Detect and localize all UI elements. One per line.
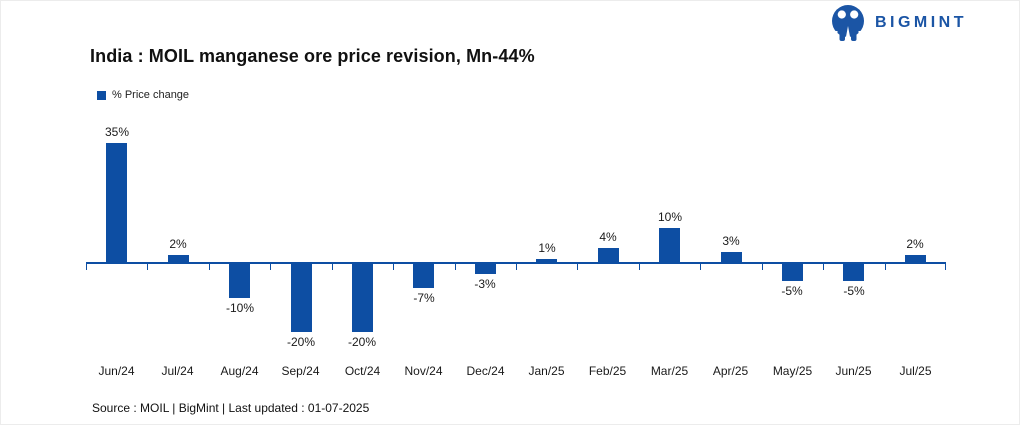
value-label-Mar/25: 10% (657, 210, 683, 224)
axis-tick (516, 264, 517, 270)
x-axis-label-Jan/25: Jan/25 (528, 364, 565, 378)
bigmint-logo-text: BIGMINT (874, 14, 967, 31)
bar-May/25 (782, 264, 803, 281)
x-axis-label-May/25: May/25 (772, 364, 813, 378)
value-label-Sep/24: -20% (286, 335, 315, 349)
x-axis-label-Jul/25: Jul/25 (899, 364, 932, 378)
axis-tick (823, 264, 824, 270)
bar-Jul/24 (168, 255, 189, 262)
value-label-Jun/24: 35% (104, 125, 130, 139)
value-label-Jul/24: 2% (169, 237, 187, 251)
legend-swatch-icon (97, 90, 106, 100)
axis-tick (885, 264, 886, 270)
x-axis-label-Oct/24: Oct/24 (344, 364, 381, 378)
bar-Aug/24 (229, 264, 250, 298)
x-axis-label-Dec/24: Dec/24 (466, 364, 505, 378)
bar-Feb/25 (598, 248, 619, 262)
bar-Mar/25 (659, 228, 680, 262)
x-axis-label-Nov/24: Nov/24 (404, 364, 443, 378)
value-label-Jul/25: 2% (906, 237, 924, 251)
x-axis-label-Jun/25: Jun/25 (835, 364, 872, 378)
bar-Nov/24 (413, 264, 434, 288)
chart-title: India : MOIL manganese ore price revisio… (90, 46, 535, 66)
source-note: Source : MOIL | BigMint | Last updated :… (92, 401, 370, 415)
axis-tick (270, 264, 271, 270)
bar-Jun/24 (106, 143, 127, 262)
axis-tick (86, 264, 87, 270)
bar-Apr/25 (721, 252, 742, 262)
bar-Dec/24 (475, 264, 496, 274)
legend-label: % Price change (112, 89, 190, 101)
x-axis-label-Sep/24: Sep/24 (281, 364, 320, 378)
x-axis-label-Aug/24: Aug/24 (220, 364, 259, 378)
bar-chart-plot-area: 35% Jun/24 2% Jul/24 -10% Aug/24 -20% Sep/24 -20… (86, 118, 946, 386)
value-label-Jan/25: 1% (538, 241, 556, 255)
axis-tick (577, 264, 578, 270)
value-label-Aug/24: -10% (225, 301, 254, 315)
x-axis-line (86, 262, 946, 264)
bar-Jul/25 (905, 255, 926, 262)
value-label-Feb/25: 4% (599, 230, 617, 244)
x-axis-label-Jul/24: Jul/24 (161, 364, 194, 378)
axis-tick (209, 264, 210, 270)
value-label-Dec/24: -3% (474, 277, 496, 291)
axis-tick (639, 264, 640, 270)
bigmint-people-m-icon (830, 4, 866, 42)
axis-tick (945, 264, 946, 270)
value-label-Nov/24: -7% (413, 291, 435, 305)
bar-Jan/25 (536, 259, 557, 262)
value-label-May/25: -5% (781, 284, 803, 298)
bar-Oct/24 (352, 264, 373, 332)
axis-tick (762, 264, 763, 270)
x-axis-label-Apr/25: Apr/25 (712, 364, 749, 378)
value-label-Oct/24: -20% (347, 335, 376, 349)
x-axis-label-Jun/24: Jun/24 (98, 364, 135, 378)
axis-tick (147, 264, 148, 270)
value-label-Apr/25: 3% (722, 234, 740, 248)
chart-legend: % Price change (97, 89, 189, 101)
x-axis-label-Mar/25: Mar/25 (650, 364, 689, 378)
bar-Sep/24 (291, 264, 312, 332)
value-label-Jun/25: -5% (843, 284, 865, 298)
x-axis-label-Feb/25: Feb/25 (588, 364, 627, 378)
axis-tick (332, 264, 333, 270)
axis-tick (455, 264, 456, 270)
axis-tick (393, 264, 394, 270)
axis-tick (700, 264, 701, 270)
bar-Jun/25 (843, 264, 864, 281)
bigmint-logo: BIGMINT (830, 4, 967, 42)
